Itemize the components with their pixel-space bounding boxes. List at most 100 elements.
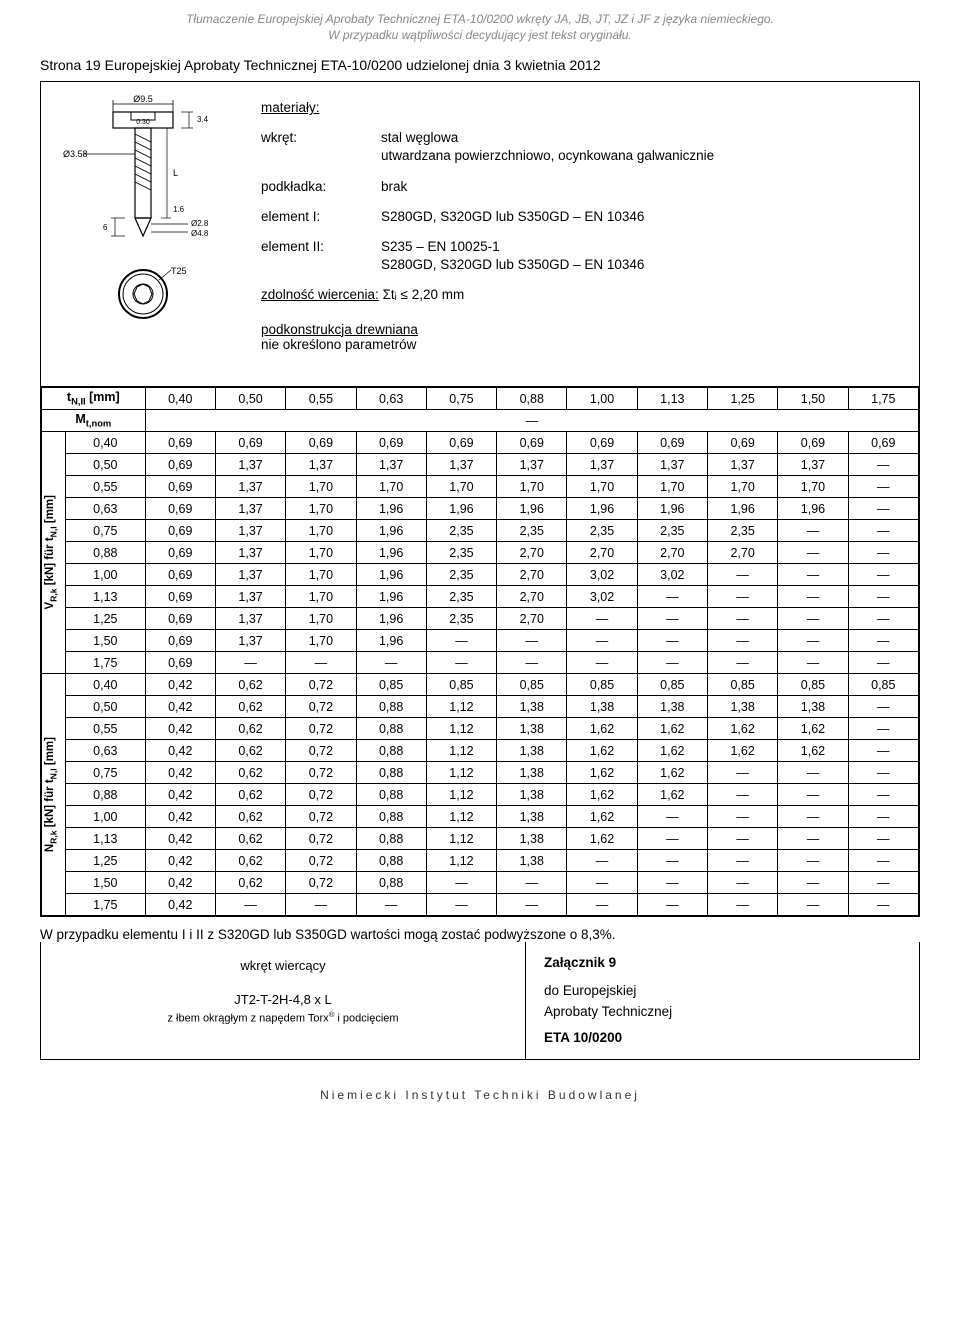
table-cell: —	[497, 630, 567, 652]
table-cell: 0,42	[145, 894, 215, 916]
table-cell: 1,37	[286, 454, 356, 476]
table-cell: 2,70	[567, 542, 637, 564]
svg-text:T25: T25	[171, 266, 187, 276]
table-cell: —	[637, 828, 707, 850]
table-cell: 2,35	[637, 520, 707, 542]
table-cell: —	[637, 872, 707, 894]
table-cell: 1,38	[497, 696, 567, 718]
spec-row: wkręt:stal węglowautwardzana powierzchni…	[261, 129, 901, 165]
table-cell: —	[497, 652, 567, 674]
table-cell: 1,62	[778, 718, 848, 740]
table-cell: 0,69	[708, 432, 778, 454]
table-cell: —	[848, 806, 918, 828]
table-cell: 0,85	[356, 674, 426, 696]
table-cell: 0,72	[286, 674, 356, 696]
table-cell: 2,35	[567, 520, 637, 542]
svg-text:6: 6	[103, 223, 108, 232]
spec-row-value: brak	[381, 178, 901, 196]
table-cell: 0,69	[426, 432, 496, 454]
table-cell: 1,37	[215, 608, 285, 630]
table-cell: 1,96	[708, 498, 778, 520]
table-cell: —	[778, 564, 848, 586]
table-row-label: 1,50	[66, 630, 146, 652]
diagram-column: Ø9.5 0.30 3.4 Ø3.58	[41, 82, 261, 386]
data-table: tN,II [mm]0,400,500,550,630,750,881,001,…	[41, 387, 919, 916]
table-cell: 0,62	[215, 828, 285, 850]
table-cell: —	[426, 652, 496, 674]
section-vertical-label: NR,k [kN] für tN,I [mm]	[42, 674, 66, 916]
section-vertical-label: VR,k [kN] für tN,I [mm]	[42, 432, 66, 674]
table-row-label: 1,13	[66, 586, 146, 608]
table-cell: 1,12	[426, 740, 496, 762]
table-cell: 3,02	[567, 586, 637, 608]
table-cell: 1,37	[426, 454, 496, 476]
table-cell: 1,62	[567, 762, 637, 784]
table-cell: —	[708, 652, 778, 674]
spec-row-value: S235 – EN 10025-1S280GD, S320GD lub S350…	[381, 238, 901, 274]
table-cell: —	[215, 652, 285, 674]
spec-row-label: element I:	[261, 208, 381, 226]
spec-row: element II:S235 – EN 10025-1S280GD, S320…	[261, 238, 901, 274]
table-cell: —	[848, 718, 918, 740]
table-cell: —	[848, 564, 918, 586]
table-cell: 1,12	[426, 828, 496, 850]
table-cell: —	[356, 652, 426, 674]
table-cell: —	[848, 542, 918, 564]
table-cell: 0,69	[145, 586, 215, 608]
table-cell: 1,62	[708, 718, 778, 740]
table-cell: —	[637, 806, 707, 828]
table-cell: 0,69	[637, 432, 707, 454]
table-cell: 0,85	[497, 674, 567, 696]
table-cell: 0,62	[215, 674, 285, 696]
table-cell: —	[708, 762, 778, 784]
table-cell: 1,62	[637, 762, 707, 784]
svg-text:0.30: 0.30	[136, 119, 150, 126]
table-cell: —	[637, 630, 707, 652]
table-row-label: 1,25	[66, 608, 146, 630]
table-cell: 0,69	[145, 608, 215, 630]
table-header-cell: 0,50	[215, 388, 285, 410]
table-cell: 3,02	[637, 564, 707, 586]
table-cell: 0,72	[286, 784, 356, 806]
table-cell: 0,88	[356, 696, 426, 718]
table-cell: 1,96	[567, 498, 637, 520]
annex-label: Załącznik 9	[544, 952, 901, 974]
table-cell: —	[637, 652, 707, 674]
table-row-label: 0,75	[66, 762, 146, 784]
table-cell: —	[567, 630, 637, 652]
table-cell: —	[848, 586, 918, 608]
table-header-cell: 1,25	[708, 388, 778, 410]
table-header-cell: 0,40	[145, 388, 215, 410]
table-cell: 0,85	[567, 674, 637, 696]
table-cell: 2,70	[497, 542, 567, 564]
table-cell: 1,38	[497, 806, 567, 828]
fr-line2: do Europejskiej	[544, 980, 901, 1002]
spec-row: element I:S280GD, S320GD lub S350GD – EN…	[261, 208, 901, 226]
table-row-label: 1,75	[66, 652, 146, 674]
footer-left-line1: wkręt wiercący	[51, 956, 515, 976]
table-cell: 0,69	[145, 564, 215, 586]
table-cell: —	[567, 652, 637, 674]
table-header-cell: 0,55	[286, 388, 356, 410]
table-cell: 1,37	[215, 564, 285, 586]
table-cell: 1,12	[426, 696, 496, 718]
table-cell: —	[426, 630, 496, 652]
table-cell: 1,70	[708, 476, 778, 498]
spec-row-label: podkładka:	[261, 178, 381, 196]
table-cell: 1,96	[356, 520, 426, 542]
header-line1: Tłumaczenie Europejskiej Aprobaty Techni…	[0, 12, 960, 28]
table-cell: 0,42	[145, 762, 215, 784]
table-cell: 0,62	[215, 784, 285, 806]
table-cell: 0,69	[145, 520, 215, 542]
table-cell: 1,12	[426, 718, 496, 740]
table-cell: 1,70	[286, 476, 356, 498]
table-cell: 0,69	[778, 432, 848, 454]
table-cell: —	[848, 894, 918, 916]
table-cell: 1,62	[567, 784, 637, 806]
table-cell: 0,72	[286, 872, 356, 894]
svg-text:L: L	[173, 168, 178, 178]
table-cell: —	[848, 850, 918, 872]
table-cell: 0,88	[356, 872, 426, 894]
table-cell: —	[848, 652, 918, 674]
table-cell: 1,38	[637, 696, 707, 718]
